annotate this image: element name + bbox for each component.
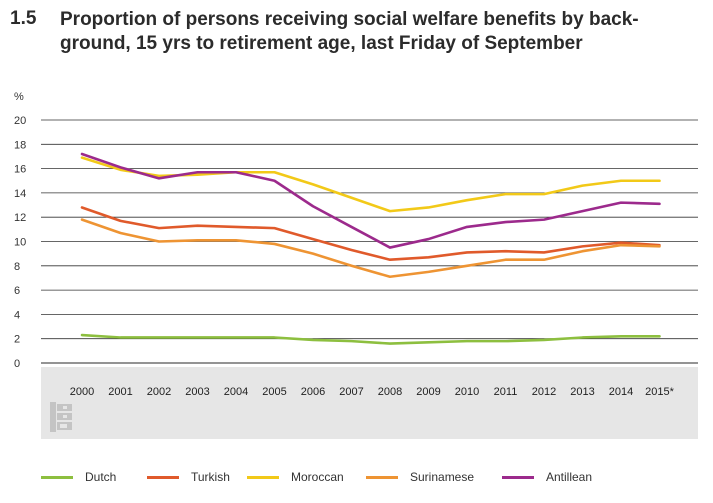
x-tick-label: 2015* <box>645 386 674 398</box>
y-tick-label: 10 <box>14 237 26 249</box>
x-tick-label: 2004 <box>224 386 248 398</box>
legend-item-dutch: Dutch <box>41 470 116 484</box>
x-tick-label: 2001 <box>108 386 132 398</box>
x-axis-band <box>41 367 698 439</box>
x-tick-label: 2011 <box>494 386 518 398</box>
legend-swatch <box>247 475 279 479</box>
x-tick-label: 2008 <box>378 386 402 398</box>
y-tick-label: 18 <box>14 139 26 151</box>
x-axis-ticks: 2000 2001 2002 2003 2004 2005 2006 2007 2008 2009… <box>70 386 675 398</box>
series-line-surinamese <box>80 218 661 279</box>
x-tick-label: 2000 <box>70 386 94 398</box>
legend-item-antillean: Antillean <box>502 470 592 484</box>
legend-label: Antillean <box>546 470 593 484</box>
legend-label: Dutch <box>85 470 117 484</box>
x-tick-label: 2009 <box>416 386 440 398</box>
y-axis-label: % <box>14 91 24 103</box>
series-line-moroccan <box>80 156 661 213</box>
legend: Dutch Turkish Moroccan Surinamese Antillean <box>0 470 713 494</box>
x-tick-label: 2006 <box>301 386 325 398</box>
figure-number: 1.5 <box>10 8 37 29</box>
x-tick-label: 2014 <box>609 386 633 398</box>
chart-title: Proportion of persons receiving social w… <box>60 9 639 54</box>
x-tick-label: 2013 <box>570 386 594 398</box>
legend-item-surinamese: Surinamese <box>366 470 474 484</box>
y-tick-label: 20 <box>14 115 26 127</box>
legend-swatch <box>41 475 73 479</box>
y-axis-ticks: 0 2 4 6 8 10 12 14 16 18 20 <box>14 115 26 370</box>
y-tick-label: 4 <box>14 309 20 321</box>
x-tick-label: 2005 <box>262 386 286 398</box>
y-tick-label: 2 <box>14 334 20 346</box>
x-tick-label: 2003 <box>185 386 209 398</box>
series-line-turkish <box>80 206 661 262</box>
y-tick-label: 12 <box>14 212 26 224</box>
legend-swatch <box>502 475 534 479</box>
legend-label: Surinamese <box>410 470 475 484</box>
x-tick-label: 2010 <box>455 386 479 398</box>
x-tick-label: 2012 <box>532 386 556 398</box>
series-line-antillean <box>80 152 661 249</box>
y-tick-label: 0 <box>14 358 20 370</box>
series-lines <box>80 152 661 345</box>
legend-swatch <box>147 475 179 479</box>
series-line-dutch <box>80 333 661 345</box>
x-tick-label: 2002 <box>147 386 171 398</box>
y-tick-label: 14 <box>14 188 26 200</box>
legend-label: Moroccan <box>291 470 344 484</box>
legend-item-turkish: Turkish <box>147 470 230 484</box>
y-tick-label: 6 <box>14 285 20 297</box>
x-tick-label: 2007 <box>339 386 363 398</box>
legend-label: Turkish <box>191 470 230 484</box>
grid-lines <box>41 119 698 364</box>
legend-item-moroccan: Moroccan <box>247 470 344 484</box>
y-tick-label: 8 <box>14 261 20 273</box>
legend-swatch <box>366 475 398 479</box>
cbs-logo <box>50 402 72 432</box>
y-tick-label: 16 <box>14 164 26 176</box>
